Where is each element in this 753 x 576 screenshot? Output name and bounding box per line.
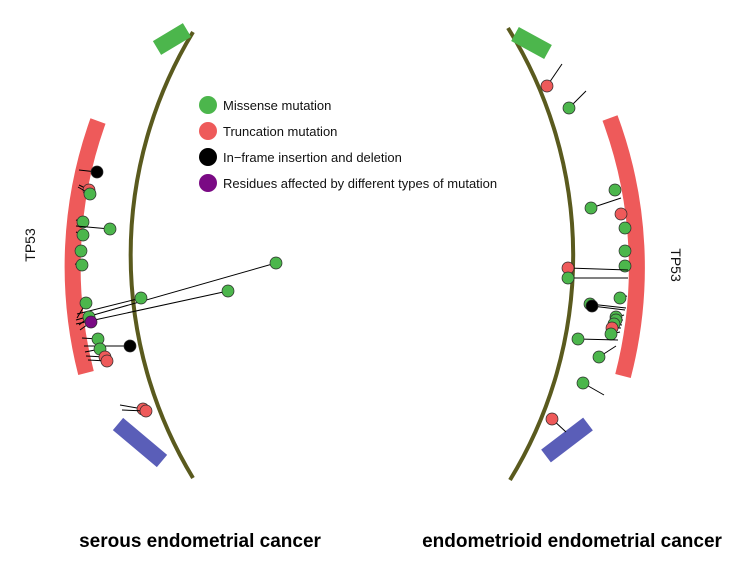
endometrioid-lollipops — [540, 63, 632, 433]
multi-marker-icon — [199, 174, 217, 192]
missense-mutation-marker — [613, 291, 627, 305]
truncation-mutation-marker — [139, 404, 153, 418]
missense-mutation-marker — [576, 376, 590, 390]
panel-title: endometrioid endometrial cancer — [422, 531, 722, 552]
missense-mutation-marker — [618, 259, 632, 273]
gene-label: TP53 — [22, 228, 38, 262]
gene-label: TP53 — [668, 248, 684, 282]
missense-mutation-marker — [618, 244, 632, 258]
serous-lollipops — [74, 165, 283, 418]
blue-domain — [541, 417, 593, 463]
missense-mutation-marker — [103, 222, 117, 236]
lollipop-stick — [577, 338, 619, 341]
truncation-mutation-marker — [540, 79, 554, 93]
missense-mutation-marker — [592, 350, 606, 364]
missense-mutation-marker — [76, 228, 90, 242]
inframe-marker-icon — [199, 148, 217, 166]
legend-label: Missense mutation — [223, 98, 331, 113]
missense-mutation-marker — [561, 271, 575, 285]
legend-item-multi: Residues affected by different types of … — [199, 174, 497, 192]
missense-mutation-marker — [571, 332, 585, 346]
inframe-mutation-marker — [90, 165, 104, 179]
endometrioid-panel: TP53 endometrioid endometrial cancer — [422, 26, 723, 552]
missense-mutation-marker — [562, 101, 576, 115]
truncation-mutation-marker — [100, 354, 114, 368]
legend-label: Residues affected by different types of … — [223, 176, 497, 191]
missense-mutation-marker — [74, 244, 88, 258]
truncation-mutation-marker — [614, 207, 628, 221]
tp53-domain — [602, 115, 645, 379]
missense-marker-icon — [199, 96, 217, 114]
lollipop-stick — [567, 267, 629, 271]
legend-item-truncation: Truncation mutation — [199, 122, 337, 140]
legend-label: Truncation mutation — [223, 124, 337, 139]
legend: Missense mutation Truncation mutation In… — [199, 96, 497, 192]
legend-item-inframe: In−frame insertion and deletion — [199, 148, 402, 166]
missense-mutation-marker — [75, 258, 89, 272]
missense-mutation-marker — [604, 327, 618, 341]
serous-panel: TP53 serous endometrial cancer — [22, 23, 322, 552]
protein-backbone — [128, 30, 195, 480]
green-domain — [152, 23, 192, 55]
inframe-mutation-marker — [585, 299, 599, 313]
tp53-domain — [64, 118, 106, 375]
missense-mutation-marker — [76, 215, 90, 229]
missense-mutation-marker — [79, 296, 93, 310]
lollipop-stick — [75, 290, 229, 325]
missense-mutation-marker — [83, 187, 97, 201]
protein-backbone — [506, 26, 576, 482]
missense-mutation-marker — [618, 221, 632, 235]
missense-mutation-marker — [608, 183, 622, 197]
green-domain — [511, 26, 552, 60]
missense-mutation-marker — [221, 284, 235, 298]
legend-item-missense: Missense mutation — [199, 96, 331, 114]
inframe-mutation-marker — [123, 339, 137, 353]
missense-mutation-marker — [134, 291, 148, 305]
panel-title: serous endometrial cancer — [79, 531, 321, 552]
legend-label: In−frame insertion and deletion — [223, 150, 402, 165]
truncation-marker-icon — [199, 122, 217, 140]
multi-mutation-marker — [84, 315, 98, 329]
truncation-mutation-marker — [545, 412, 559, 426]
missense-mutation-marker — [269, 256, 283, 270]
blue-domain — [112, 417, 168, 468]
lollipop-stick — [75, 262, 277, 321]
missense-mutation-marker — [584, 201, 598, 215]
